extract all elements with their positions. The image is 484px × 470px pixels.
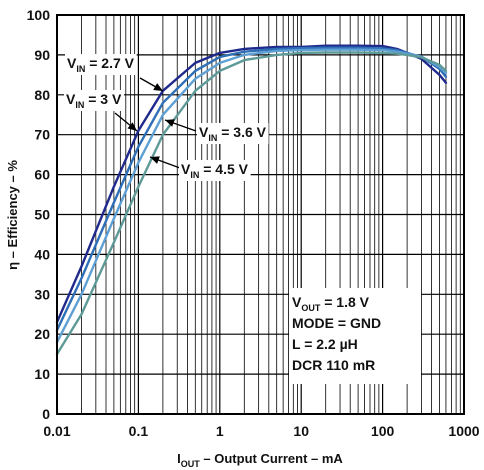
x-tick-label: 1000 [448, 423, 479, 439]
series-label: VIN = 2.7 V [67, 55, 135, 74]
y-tick-label: 60 [34, 167, 50, 183]
series-label: VIN = 3.6 V [199, 124, 267, 143]
x-tick-label: 1 [216, 423, 224, 439]
series-label-background [64, 90, 124, 111]
conditions-box-background [289, 288, 421, 384]
series-label: VIN = 4.5 V [181, 161, 249, 180]
x-axis-label: IOUT – Output Current – mA [177, 451, 343, 469]
y-tick-label: 30 [34, 286, 50, 302]
annotation-arrow-head [153, 83, 163, 91]
tick-labels: 0.01 0.1 1 10 100 1000 0 10 20 30 40 50 60 70 80 90 100 [27, 7, 480, 439]
x-tick-label: 10 [293, 423, 309, 439]
y-tick-label: 50 [34, 207, 50, 223]
x-tick-label: 100 [371, 423, 395, 439]
annotation-arrow-head [165, 119, 175, 127]
condition-line: DCR 110 mR [292, 357, 375, 373]
y-axis-label: η – Efficiency – % [5, 160, 20, 270]
y-tick-label: 0 [42, 406, 50, 422]
y-tick-label: 100 [27, 7, 51, 23]
y-tick-label: 10 [34, 366, 50, 382]
series-label-background [179, 160, 251, 181]
y-tick-label: 20 [34, 326, 50, 342]
x-tick-label: 0.1 [129, 423, 149, 439]
series-lines [55, 44, 448, 356]
condition-line: L = 2.2 µH [292, 336, 358, 352]
series-label: VIN = 3 V [66, 91, 122, 110]
condition-line: MODE = GND [292, 315, 381, 331]
y-tick-label: 40 [34, 246, 50, 262]
y-tick-label: 70 [34, 127, 50, 143]
series-line-4 [55, 51, 448, 356]
series-label-background [197, 123, 269, 144]
plot-frame [56, 14, 465, 415]
conditions-box: VOUT = 1.8 V MODE = GND L = 2.2 µH DCR 110 … [289, 288, 421, 384]
series-label-background [65, 54, 137, 75]
series-annotations: VIN = 2.7 V VIN = 3 V VIN = 3.6 V VIN = 4.5… [64, 54, 269, 181]
annotation-arrow-head [150, 156, 160, 164]
annotation-arrow-head [127, 122, 137, 131]
condition-line: VOUT = 1.8 V [292, 294, 370, 313]
y-tick-label: 80 [34, 87, 50, 103]
y-tick-label: 90 [34, 47, 50, 63]
x-tick-label: 0.01 [43, 423, 70, 439]
